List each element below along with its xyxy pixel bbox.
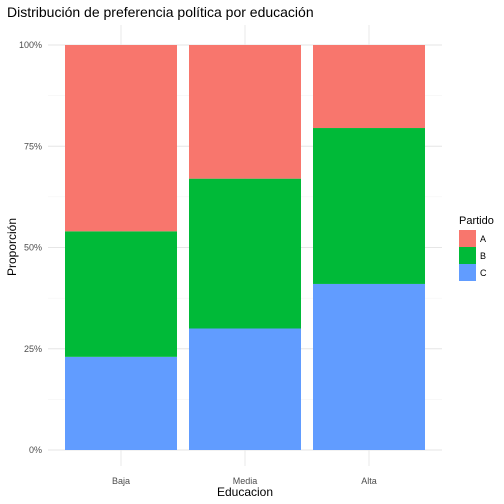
legend-title: Partido [459, 215, 494, 227]
y-tick-label: 50% [24, 243, 42, 253]
legend-key-c [459, 264, 476, 281]
legend-key-b [459, 247, 476, 264]
bar-media-a [189, 45, 301, 179]
y-tick-label: 25% [24, 344, 42, 354]
x-tick-label: Alta [361, 476, 377, 486]
bar-alta-a [313, 45, 425, 129]
chart-title: Distribución de preferencia política por… [7, 4, 314, 20]
bar-media-b [189, 178, 301, 329]
x-axis-ticks: Baja Media Alta [112, 476, 377, 486]
bar-baja-b [65, 231, 177, 357]
x-tick-label: Baja [112, 476, 130, 486]
legend-label: A [480, 234, 486, 244]
legend-label: C [480, 268, 487, 278]
legend-label: B [480, 251, 486, 261]
y-axis-title: Proporción [5, 218, 19, 276]
bar-media-c [189, 328, 301, 450]
bar-alta-c [313, 283, 425, 450]
y-axis-ticks: 0% 25% 50% 75% 100% [19, 40, 42, 455]
bar-alta-b [313, 128, 425, 284]
x-axis-title: Educacion [217, 485, 273, 499]
bar-baja-c [65, 356, 177, 450]
legend-key-a [459, 230, 476, 247]
bars [65, 45, 425, 450]
bar-baja-a [65, 45, 177, 232]
x-tick-label: Media [233, 476, 258, 486]
legend: Partido ABC [459, 215, 494, 281]
y-tick-label: 100% [19, 40, 42, 50]
y-tick-label: 0% [29, 445, 42, 455]
y-tick-label: 75% [24, 141, 42, 151]
